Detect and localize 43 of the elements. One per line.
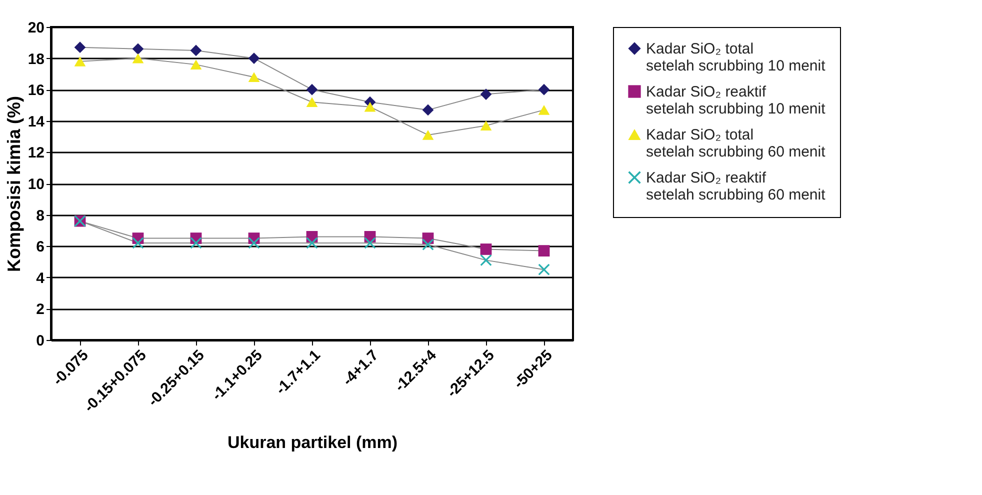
point <box>306 237 318 249</box>
legend-label: Kadar SiO₂ reaktif setelah scrubbing 10 menit <box>646 84 826 118</box>
y-tick-label: 0 <box>36 332 44 350</box>
point <box>480 88 492 100</box>
point <box>538 245 550 256</box>
y-tick-label: 16 <box>28 82 44 100</box>
legend-label: Kadar SiO₂ total setelah scrubbing 60 menit <box>646 126 826 160</box>
y-tick-label: 14 <box>28 113 46 130</box>
legend-label: Kadar SiO₂ total setelah scrubbing 10 menit <box>646 40 826 74</box>
point <box>480 244 492 255</box>
point <box>538 264 550 276</box>
point <box>132 43 144 55</box>
y-axis-title: Komposisi kimia (%) <box>4 96 24 272</box>
point <box>480 120 492 131</box>
point <box>190 237 202 249</box>
point <box>248 52 260 64</box>
y-tick-label: 20 <box>28 20 44 36</box>
point <box>422 130 434 140</box>
point <box>422 238 434 250</box>
point <box>74 56 86 66</box>
y-tick-label: 8 <box>36 207 44 224</box>
point <box>190 60 202 70</box>
point <box>190 44 202 56</box>
point <box>306 97 318 108</box>
point <box>422 104 434 116</box>
point <box>132 53 144 64</box>
point <box>248 72 260 82</box>
y-tick-label: 4 <box>36 270 46 287</box>
legend-label: Kadar SiO₂ reaktif setelah scrubbing 60 menit <box>646 170 826 204</box>
x-axis-title: Ukuran partikel (mm) <box>227 433 398 452</box>
point <box>538 105 550 115</box>
point <box>364 237 376 249</box>
y-tick-label: 12 <box>28 144 44 162</box>
y-tick-label: 18 <box>28 50 44 68</box>
point <box>248 237 260 249</box>
point <box>306 84 318 96</box>
y-tick-label: 10 <box>28 176 44 193</box>
y-tick-label: 2 <box>36 301 44 318</box>
point <box>74 42 86 54</box>
y-tick-label: 6 <box>36 238 44 256</box>
point <box>132 237 144 249</box>
point <box>364 102 376 112</box>
point <box>538 84 550 96</box>
